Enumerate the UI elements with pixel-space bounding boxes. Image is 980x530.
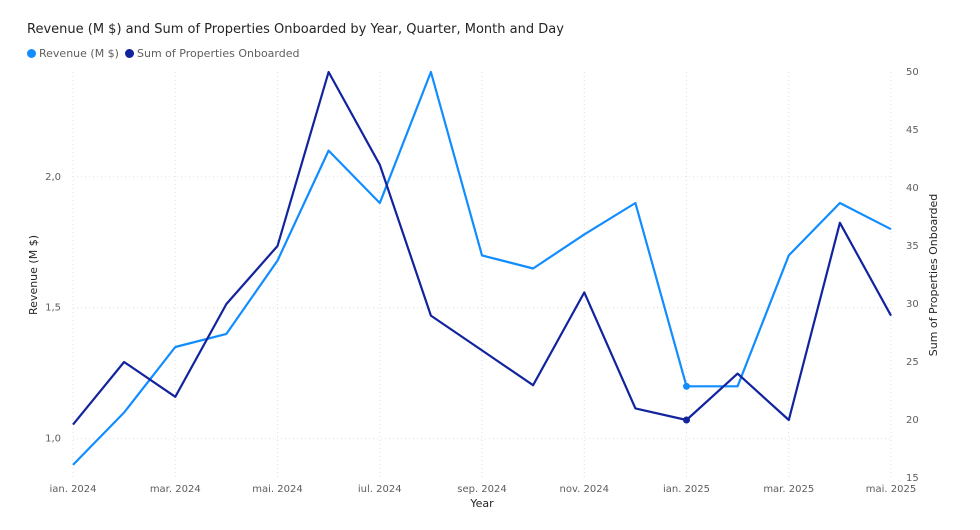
y-tick-label: 1,0: [45, 434, 61, 445]
x-tick-label: mai. 2025: [866, 484, 916, 495]
data-point[interactable]: [326, 148, 332, 154]
x-axis-title: Year: [469, 497, 494, 510]
data-point[interactable]: [530, 265, 536, 271]
legend: Revenue (M $) Sum of Properties Onboarde…: [27, 47, 305, 60]
data-point[interactable]: [172, 394, 178, 400]
y2-tick-label: 20: [906, 415, 919, 426]
x-axis-ticks: ian. 2024 mar. 2024 mai. 2024 iul. 2024 sep.…: [49, 484, 916, 495]
data-point[interactable]: [70, 422, 76, 428]
data-point[interactable]: [172, 344, 178, 350]
data-point[interactable]: [786, 417, 792, 423]
x-tick-label: iul. 2024: [358, 484, 402, 495]
y2-tick-label: 50: [906, 67, 919, 78]
data-point[interactable]: [581, 289, 587, 295]
y2-tick-label: 25: [906, 357, 919, 368]
x-tick-label: ian. 2025: [663, 484, 710, 495]
y-tick-label: 1,5: [45, 303, 61, 314]
x-tick-label: ian. 2024: [49, 484, 96, 495]
data-point[interactable]: [735, 371, 741, 377]
data-point[interactable]: [632, 405, 638, 411]
series-line-0: [72, 70, 892, 466]
data-point[interactable]: [888, 226, 894, 232]
data-point[interactable]: [735, 383, 741, 389]
legend-marker-properties: [124, 49, 134, 58]
y2-tick-label: 45: [906, 125, 919, 136]
data-point[interactable]: [786, 252, 792, 258]
series-line-1: [72, 70, 892, 426]
data-point[interactable]: [121, 410, 127, 416]
series-lines: [72, 70, 892, 466]
series-markers: [70, 69, 894, 468]
y2-tick-label: 35: [906, 241, 919, 252]
data-point[interactable]: [223, 301, 229, 307]
data-point[interactable]: [377, 162, 383, 168]
data-point[interactable]: [837, 200, 843, 206]
data-point[interactable]: [223, 331, 229, 337]
y-tick-label: 2,0: [45, 172, 61, 183]
legend-label-properties: Sum of Properties Onboarded: [136, 47, 300, 60]
data-point[interactable]: [121, 359, 127, 365]
x-tick-label: nov. 2024: [560, 484, 609, 495]
y-axis-left-ticks: 1,0 1,5 2,0: [45, 172, 61, 445]
data-point[interactable]: [377, 200, 383, 206]
legend-item-properties[interactable]: Sum of Properties Onboarded: [124, 47, 300, 60]
data-point[interactable]: [275, 258, 281, 264]
highlight-marker-0: [683, 382, 690, 390]
data-point[interactable]: [428, 313, 434, 319]
x-tick-label: mai. 2024: [252, 484, 302, 495]
y-axis-right-title: Sum of Properties Onboarded: [927, 194, 940, 357]
data-point[interactable]: [428, 69, 434, 75]
y2-tick-label: 15: [906, 473, 919, 484]
legend-marker-revenue: [27, 49, 36, 58]
x-tick-label: sep. 2024: [457, 484, 507, 495]
x-tick-label: mar. 2025: [763, 484, 814, 495]
x-tick-label: mar. 2024: [150, 484, 201, 495]
highlight-marker-1: [683, 416, 690, 424]
y-axis-left-title: Revenue (M $): [27, 235, 40, 315]
data-point[interactable]: [530, 382, 536, 388]
data-point[interactable]: [326, 69, 332, 75]
y-axis-right-ticks: 15 20 25 30 35 40 45 50: [906, 67, 919, 484]
data-point[interactable]: [581, 231, 587, 237]
data-point[interactable]: [632, 200, 638, 206]
legend-label-revenue: Revenue (M $): [39, 47, 119, 60]
data-point[interactable]: [70, 462, 76, 468]
data-point[interactable]: [888, 313, 894, 319]
legend-item-revenue[interactable]: Revenue (M $): [27, 47, 119, 60]
data-point[interactable]: [479, 347, 485, 353]
data-point[interactable]: [479, 252, 485, 258]
data-point[interactable]: [275, 243, 281, 249]
y2-tick-label: 30: [906, 299, 919, 310]
chart-title: Revenue (M $) and Sum of Properties Onbo…: [27, 22, 564, 37]
gridlines: [72, 72, 892, 478]
y2-tick-label: 40: [906, 183, 919, 194]
data-point[interactable]: [837, 220, 843, 226]
